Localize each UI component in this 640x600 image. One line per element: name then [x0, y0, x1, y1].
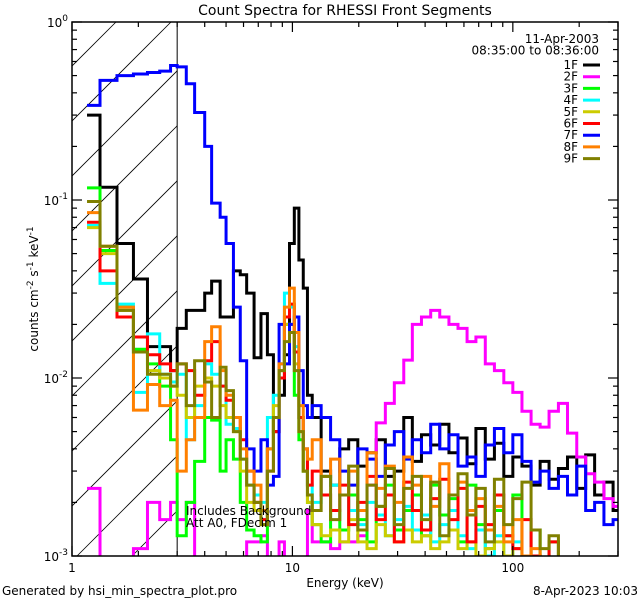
y-tick-base: 10 — [44, 550, 59, 564]
annotation-background: Includes Background — [186, 504, 311, 518]
hatch-line — [72, 180, 178, 287]
ylabel-text: counts cm — [27, 289, 41, 351]
ylabel-exponent: -1 — [26, 226, 36, 235]
ylabel-text: s — [27, 270, 41, 280]
y-tick-exponent: 0 — [62, 14, 68, 24]
footer-generated-by: Generated by hsi_min_spectra_plot.pro — [2, 584, 237, 598]
legend-label-3F: 3F — [563, 81, 578, 95]
x-tick-label: 10 — [285, 561, 300, 575]
legend-label-2F: 2F — [563, 70, 578, 84]
series-line-9F — [87, 200, 560, 556]
legend-label-9F: 9F — [563, 152, 578, 166]
y-tick-exponent: -3 — [59, 548, 68, 558]
hatch-line — [0, 22, 6, 556]
hatch-line — [72, 70, 178, 177]
series-line-3F — [87, 186, 560, 556]
y-tick-base: 10 — [47, 16, 62, 30]
x-tick-label: 1 — [68, 561, 76, 575]
hatch-line — [72, 400, 178, 507]
y-tick-exponent: -2 — [59, 370, 68, 380]
plot-frame — [71, 21, 619, 557]
hatch-line — [72, 22, 172, 122]
y-tick-base: 10 — [44, 372, 59, 386]
axis-ticks — [71, 21, 619, 557]
series-line-7F — [87, 63, 618, 527]
legend-label-8F: 8F — [563, 140, 578, 154]
series-group — [87, 63, 618, 556]
legend-label-1F: 1F — [563, 58, 578, 72]
legend-label-5F: 5F — [563, 105, 578, 119]
y-tick-label: 10-2 — [44, 370, 68, 386]
legend-header: 11-Apr-2003 — [525, 32, 599, 46]
x-tick-label: 100 — [501, 561, 524, 575]
hatch-line — [72, 235, 178, 342]
annotation-attenuator: Att A0, FDecim 1 — [186, 516, 287, 530]
y-tick-label: 10-1 — [44, 192, 68, 208]
x-axis-label: Energy (keV) — [306, 576, 383, 590]
y-tick-exponent: -1 — [59, 192, 68, 202]
footer-timestamp: 8-Apr-2023 10:03 — [533, 584, 638, 598]
y-axis-label: counts cm-2 s-1 keV-1 — [26, 226, 41, 351]
ylabel-exponent: -2 — [26, 280, 36, 289]
y-tick-label: 100 — [47, 14, 68, 30]
ylabel-text: keV — [27, 235, 41, 262]
hatch-line — [76, 455, 178, 556]
y-tick-label: 10-3 — [44, 548, 68, 564]
y-tick-base: 10 — [44, 194, 59, 208]
hatch-lines — [0, 22, 178, 556]
legend-label-7F: 7F — [563, 128, 578, 142]
legend-label-6F: 6F — [563, 117, 578, 131]
series-line-2F — [87, 308, 618, 556]
chart-title: Count Spectra for RHESSI Front Segments — [198, 3, 492, 19]
ylabel-exponent: -1 — [26, 261, 36, 270]
legend-header: 08:35:00 to 08:36:00 — [472, 44, 599, 58]
legend-label-4F: 4F — [563, 93, 578, 107]
series-line-1F — [87, 113, 618, 513]
